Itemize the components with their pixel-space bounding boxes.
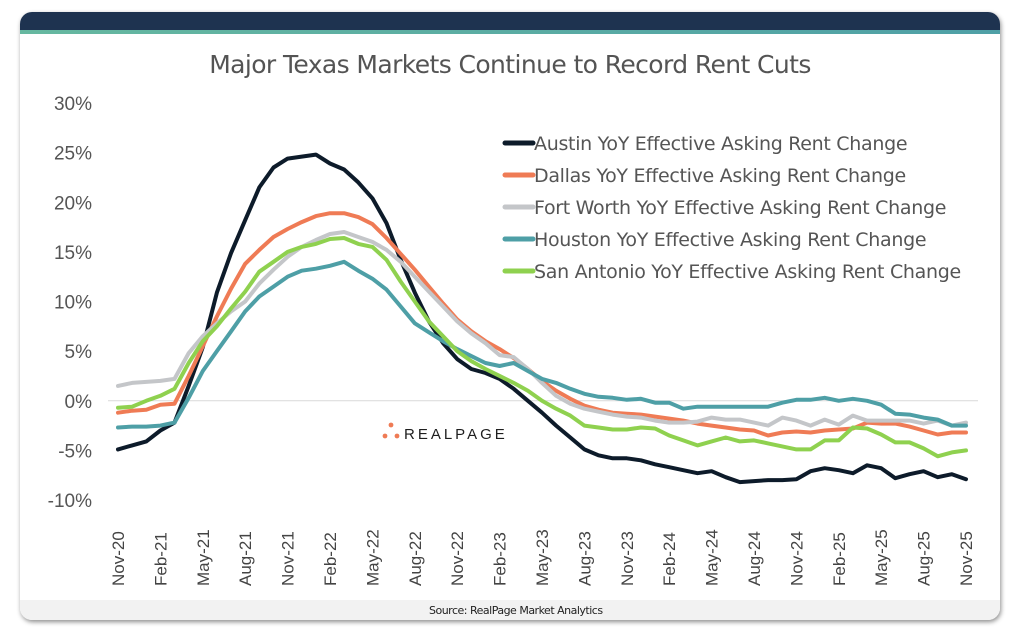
x-tick-label: Feb-23 (491, 532, 510, 586)
y-tick-label: 30% (54, 94, 92, 115)
x-tick-label: Aug-24 (745, 531, 764, 586)
source-note: Source: RealPage Market Analytics (429, 604, 603, 617)
realpage-logo: REALPAGE (382, 422, 508, 443)
accent-stripe (20, 30, 1000, 34)
x-tick-label: Aug-21 (236, 531, 255, 586)
series-line (116, 259, 968, 430)
x-tick-label: May-25 (872, 529, 891, 586)
svg-text:REALPAGE: REALPAGE (404, 426, 508, 443)
x-axis: Nov-20 Feb-21 May-21 Aug-21 Nov-21 Feb-22 May-… (109, 529, 976, 586)
y-tick-label: 5% (65, 342, 93, 363)
header-bar (20, 12, 1000, 30)
x-tick-label: Nov-21 (279, 531, 298, 586)
legend-label: San Antonio YoY Effective Asking Rent Ch… (534, 261, 961, 283)
legend-label: Fort Worth YoY Effective Asking Rent Cha… (534, 197, 946, 219)
series-lines (116, 152, 968, 485)
chart-title: Major Texas Markets Continue to Record R… (209, 50, 811, 79)
x-tick-label: Feb-25 (830, 532, 849, 586)
footer-bar: Source: RealPage Market Analytics (20, 600, 1000, 620)
legend-label: Houston YoY Effective Asking Rent Change (534, 229, 926, 251)
x-tick-label: Nov-25 (957, 531, 976, 586)
x-tick-label: Nov-23 (618, 531, 637, 586)
y-tick-label: -10% (48, 491, 92, 512)
legend-label: Austin YoY Effective Asking Rent Change (534, 133, 907, 155)
series-line (116, 152, 968, 485)
y-axis: 30% 25% 20% 15% 10% 5% 0% -5% -10% (48, 94, 92, 512)
series-line (116, 236, 968, 459)
y-tick-label: 0% (65, 392, 93, 413)
x-tick-label: Aug-22 (406, 531, 425, 586)
x-tick-label: Feb-21 (151, 532, 170, 586)
x-tick-label: May-24 (703, 529, 722, 586)
y-tick-label: 10% (54, 293, 92, 314)
y-tick-label: 15% (54, 243, 92, 264)
x-tick-label: Feb-24 (660, 532, 679, 586)
series-line (116, 230, 968, 428)
x-tick-label: Feb-22 (321, 532, 340, 586)
x-tick-label: May-22 (363, 529, 382, 586)
x-tick-label: Nov-20 (109, 531, 128, 586)
legend-label: Dallas YoY Effective Asking Rent Change (534, 165, 906, 187)
chart-card: Major Texas Markets Continue to Record R… (20, 12, 1000, 620)
x-tick-label: May-21 (194, 529, 213, 586)
legend: Austin YoY Effective Asking Rent Change D… (502, 133, 961, 283)
y-tick-label: 25% (54, 144, 92, 165)
x-tick-label: Aug-25 (915, 531, 934, 586)
x-tick-label: May-23 (533, 529, 552, 586)
x-tick-label: Aug-23 (575, 531, 594, 586)
x-tick-label: Nov-22 (448, 531, 467, 586)
x-tick-label: Nov-24 (787, 531, 806, 586)
y-tick-label: 20% (54, 193, 92, 214)
y-tick-label: -5% (58, 441, 92, 462)
